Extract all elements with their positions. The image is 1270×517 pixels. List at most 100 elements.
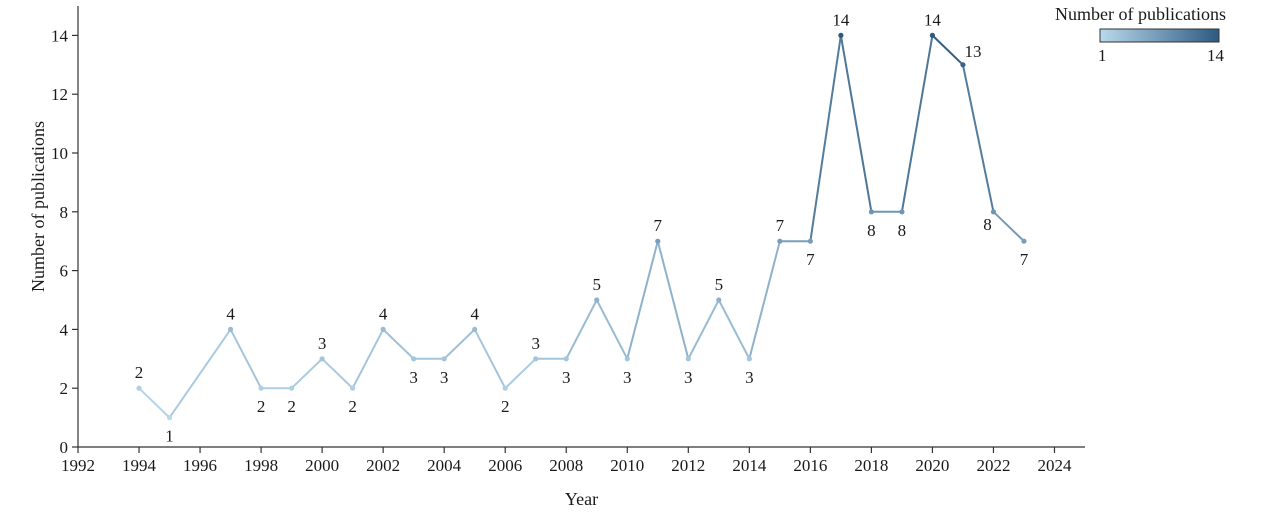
data-label: 14 — [832, 10, 850, 29]
x-tick-label: 2008 — [549, 456, 583, 475]
data-point — [166, 415, 173, 421]
data-point — [868, 209, 874, 215]
colorbar-gradient — [1099, 28, 1220, 43]
data-label: 5 — [715, 275, 724, 294]
data-point — [746, 356, 752, 362]
x-tick-label: 2002 — [366, 456, 400, 475]
series-points — [136, 32, 1027, 421]
data-label: 2 — [287, 397, 296, 416]
x-tick-label: 2022 — [976, 456, 1010, 475]
data-point — [685, 356, 691, 362]
line-segment — [931, 34, 964, 66]
y-tick-label: 4 — [60, 320, 69, 339]
x-tick-label: 1992 — [61, 456, 95, 475]
line-segment — [900, 34, 934, 213]
x-axis-title: Year — [565, 489, 598, 509]
data-label: 8 — [983, 215, 992, 234]
line-segment — [321, 357, 354, 390]
data-label: 2 — [135, 363, 144, 382]
line-segment — [382, 328, 415, 360]
data-point — [899, 209, 905, 215]
data-point — [533, 356, 539, 362]
colorbar-legend: Number of publications 1 14 — [1055, 4, 1226, 65]
data-point — [227, 326, 234, 332]
data-label: 3 — [440, 368, 449, 387]
x-tick-label: 2000 — [305, 456, 339, 475]
colorbar-max-label: 14 — [1207, 46, 1225, 65]
data-point — [624, 356, 630, 362]
x-tick-label: 2012 — [671, 456, 705, 475]
data-label: 1 — [165, 427, 174, 446]
data-label: 14 — [924, 10, 942, 29]
y-tick-label: 0 — [60, 438, 69, 457]
colorbar-title: Number of publications — [1055, 4, 1226, 24]
data-point — [1021, 238, 1027, 244]
y-tick-label: 10 — [51, 144, 68, 163]
line-segment — [229, 328, 263, 390]
data-label: 4 — [470, 304, 479, 323]
x-tick-label: 2014 — [732, 456, 767, 475]
y-tick-label: 14 — [51, 26, 69, 45]
data-label: 7 — [806, 250, 815, 269]
line-segment — [565, 299, 598, 360]
x-tick-label: 1996 — [183, 456, 217, 475]
data-point — [594, 297, 600, 303]
data-point — [655, 238, 661, 244]
data-point — [472, 326, 478, 332]
line-segment — [504, 357, 537, 390]
x-tick-label: 2020 — [915, 456, 949, 475]
x-tick-label: 2024 — [1037, 456, 1072, 475]
line-segment — [809, 34, 842, 243]
data-point — [136, 385, 142, 391]
data-point — [777, 238, 783, 244]
data-point — [990, 209, 997, 215]
data-label: 8 — [867, 221, 876, 240]
y-tick-label: 8 — [60, 203, 69, 222]
line-segment — [473, 328, 507, 390]
line-segment — [626, 240, 659, 360]
x-tick-label: 2004 — [427, 456, 462, 475]
data-point — [563, 356, 569, 362]
series-line — [138, 34, 1025, 419]
data-label: 4 — [226, 304, 235, 323]
data-point — [380, 326, 386, 332]
line-segment — [748, 240, 781, 360]
line-segment — [138, 387, 171, 419]
data-label: 3 — [623, 368, 632, 387]
data-label: 8 — [898, 221, 907, 240]
data-point — [502, 385, 508, 391]
line-segment — [595, 299, 629, 360]
axes: 1992 1994 1996 1998 2000 2002 2004 2006 2008 2010… — [51, 6, 1085, 475]
data-label: 3 — [562, 368, 571, 387]
data-point — [807, 238, 813, 244]
data-point — [319, 356, 325, 362]
data-label: 13 — [964, 42, 981, 61]
line-segment — [443, 328, 476, 360]
x-tick-label: 2018 — [854, 456, 888, 475]
data-point — [929, 32, 936, 39]
data-label: 3 — [684, 368, 693, 387]
data-point — [716, 297, 722, 303]
line-segment — [992, 210, 1025, 243]
data-point — [289, 385, 295, 391]
data-label: 3 — [745, 368, 754, 387]
y-axis-ticks: 0 2 4 6 8 10 12 14 — [51, 26, 78, 457]
line-segment — [687, 299, 720, 360]
y-tick-label: 2 — [60, 379, 69, 398]
data-point — [258, 385, 264, 391]
colorbar-min-label: 1 — [1098, 46, 1107, 65]
x-axis-ticks: 1992 1994 1996 1998 2000 2002 2004 2006 2008 2010… — [61, 447, 1072, 475]
data-label: 4 — [379, 304, 388, 323]
data-point — [411, 356, 417, 362]
x-tick-label: 2016 — [793, 456, 827, 475]
data-point — [960, 62, 966, 68]
x-tick-label: 2010 — [610, 456, 644, 475]
data-label: 2 — [257, 397, 266, 416]
line-segment — [290, 357, 324, 390]
y-tick-label: 6 — [60, 262, 69, 281]
data-point — [838, 32, 844, 39]
line-segment — [168, 328, 232, 419]
y-axis-title: Number of publications — [28, 121, 48, 292]
y-tick-label: 12 — [51, 85, 68, 104]
